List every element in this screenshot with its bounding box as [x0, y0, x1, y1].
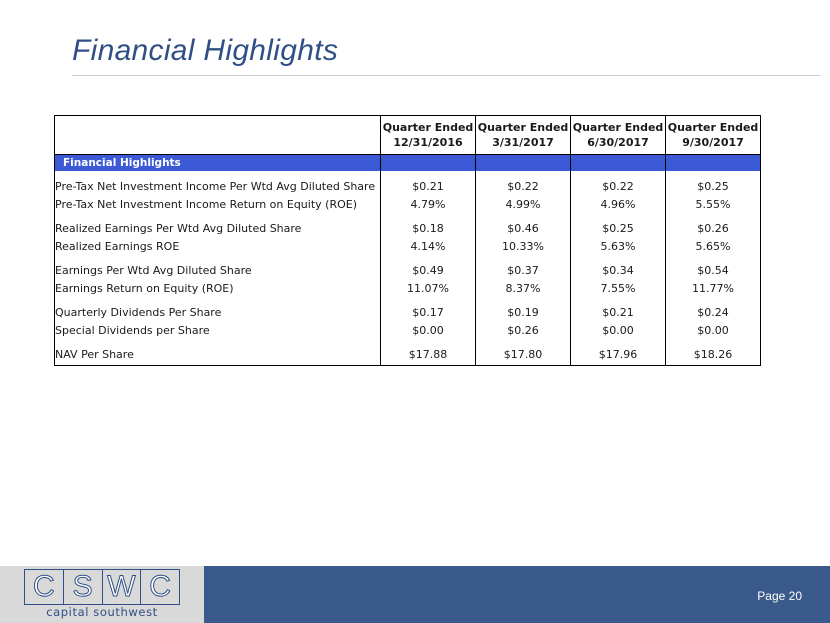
table-row: Pre-Tax Net Investment Income Per Wtd Av…	[54, 177, 761, 195]
row-label: Special Dividends per Share	[54, 321, 381, 339]
table-cell: $18.26	[665, 343, 761, 366]
table-cell: $0.18	[380, 219, 476, 237]
slide-title: Financial Highlights	[72, 34, 339, 67]
column-header: Quarter Ended 9/30/2017	[665, 115, 761, 155]
table-row: Earnings Return on Equity (ROE) 11.07% 8…	[54, 279, 761, 297]
table-cell: $0.00	[570, 321, 666, 339]
table-cell: $0.21	[380, 177, 476, 195]
table-cell: $0.21	[570, 303, 666, 321]
table-row: Quarterly Dividends Per Share $0.17 $0.1…	[54, 303, 761, 321]
logo-letter: C	[25, 570, 64, 604]
title-divider	[72, 75, 820, 76]
table-cell: $0.54	[665, 261, 761, 279]
table-row: Realized Earnings Per Wtd Avg Diluted Sh…	[54, 219, 761, 237]
table-header-row: Quarter Ended 12/31/2016 Quarter Ended 3/3…	[54, 115, 761, 155]
table-cell: 5.63%	[570, 237, 666, 255]
table-cell: $0.37	[475, 261, 571, 279]
table-cell: 4.99%	[475, 195, 571, 213]
table-cell: 5.65%	[665, 237, 761, 255]
table-cell: 8.37%	[475, 279, 571, 297]
table-cell: $0.00	[665, 321, 761, 339]
table-row: Realized Earnings ROE 4.14% 10.33% 5.63%…	[54, 237, 761, 255]
table-cell: $0.19	[475, 303, 571, 321]
table-cell: $0.49	[380, 261, 476, 279]
table-cell: $0.25	[570, 219, 666, 237]
table-cell: $0.26	[665, 219, 761, 237]
row-label: Pre-Tax Net Investment Income Per Wtd Av…	[54, 177, 381, 195]
table-cell: $17.80	[475, 343, 571, 366]
table-cell: $0.17	[380, 303, 476, 321]
section-label: Financial Highlights	[54, 154, 381, 171]
financial-highlights-table: Quarter Ended 12/31/2016 Quarter Ended 3/3…	[54, 115, 761, 366]
table-row: NAV Per Share $17.88 $17.80 $17.96 $18.2…	[54, 343, 761, 366]
table-cell: $0.22	[570, 177, 666, 195]
section-band: Financial Highlights	[54, 154, 761, 171]
row-label: Earnings Per Wtd Avg Diluted Share	[54, 261, 381, 279]
company-logo: C S W C	[24, 569, 180, 605]
table-cell: $0.22	[475, 177, 571, 195]
row-label: Earnings Return on Equity (ROE)	[54, 279, 381, 297]
table-row: Earnings Per Wtd Avg Diluted Share $0.49…	[54, 261, 761, 279]
logo-letter: C	[149, 570, 172, 604]
table-cell: $0.26	[475, 321, 571, 339]
table-cell: $0.00	[380, 321, 476, 339]
table-cell: $17.88	[380, 343, 476, 366]
table-cell: 10.33%	[475, 237, 571, 255]
row-label: Realized Earnings ROE	[54, 237, 381, 255]
table-cell: 11.77%	[665, 279, 761, 297]
table-row: Special Dividends per Share $0.00 $0.26 …	[54, 321, 761, 339]
logo-letter: S	[64, 570, 103, 604]
column-header: Quarter Ended 3/31/2017	[475, 115, 571, 155]
row-label: NAV Per Share	[54, 343, 381, 366]
logo-subtitle: capital southwest	[46, 605, 158, 619]
row-label: Realized Earnings Per Wtd Avg Diluted Sh…	[54, 219, 381, 237]
table-cell: $0.24	[665, 303, 761, 321]
table-cell: $0.25	[665, 177, 761, 195]
table-cell: $0.46	[475, 219, 571, 237]
column-header: Quarter Ended 12/31/2016	[380, 115, 476, 155]
table-cell: $17.96	[570, 343, 666, 366]
table-cell: 4.96%	[570, 195, 666, 213]
column-header: Quarter Ended 6/30/2017	[570, 115, 666, 155]
table-cell: 4.14%	[380, 237, 476, 255]
logo-letter: W	[103, 570, 142, 604]
table-cell: $0.34	[570, 261, 666, 279]
table-row: Pre-Tax Net Investment Income Return on …	[54, 195, 761, 213]
table-cell: 5.55%	[665, 195, 761, 213]
header-blank-cell	[54, 115, 381, 155]
table-cell: 4.79%	[380, 195, 476, 213]
table-cell: 11.07%	[380, 279, 476, 297]
row-label: Quarterly Dividends Per Share	[54, 303, 381, 321]
table-cell: 7.55%	[570, 279, 666, 297]
row-label: Pre-Tax Net Investment Income Return on …	[54, 195, 381, 213]
page-number: Page 20	[757, 589, 802, 603]
